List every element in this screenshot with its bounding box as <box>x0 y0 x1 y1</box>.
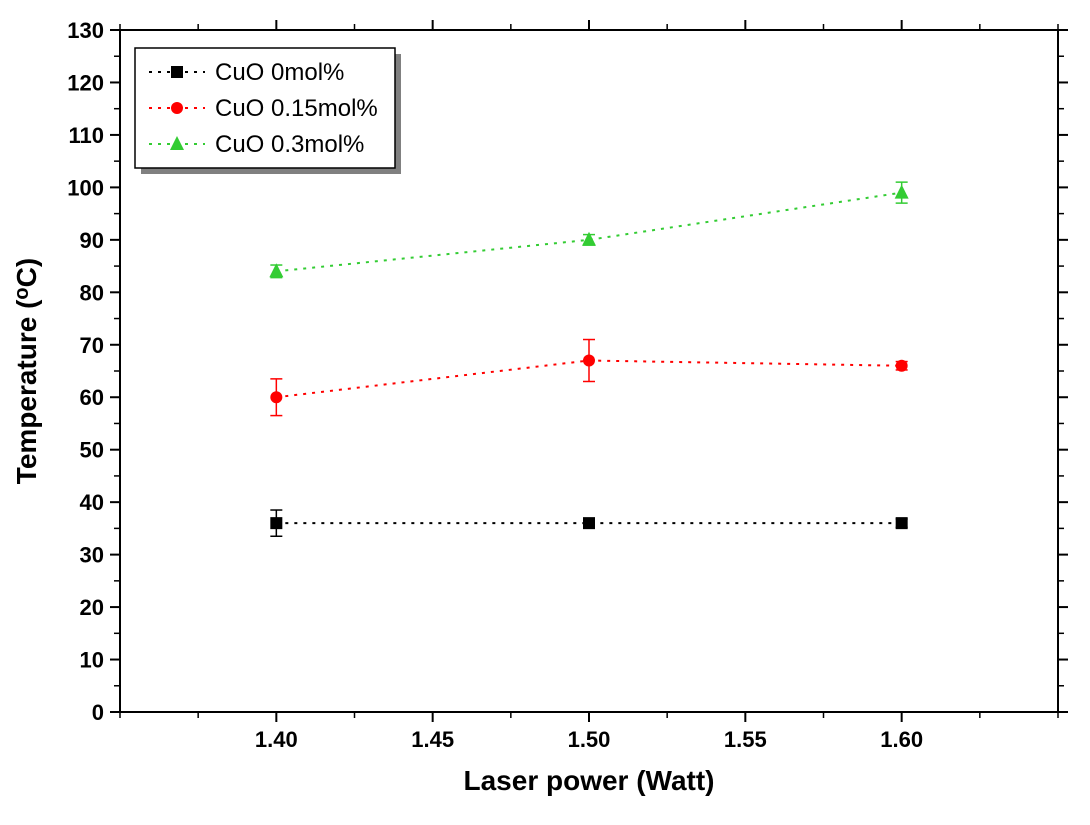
legend-label: CuO 0.15mol% <box>215 95 378 122</box>
y-tick-label: 100 <box>67 175 104 200</box>
y-tick-label: 120 <box>67 70 104 95</box>
x-tick-label: 1.50 <box>568 727 611 752</box>
y-tick-label: 130 <box>67 18 104 43</box>
y-tick-label: 80 <box>80 280 104 305</box>
y-tick-label: 40 <box>80 490 104 515</box>
x-tick-label: 1.40 <box>255 727 298 752</box>
marker-square <box>270 517 282 529</box>
series-CuO-0.15mol% <box>270 340 907 416</box>
y-tick-label: 70 <box>80 333 104 358</box>
legend-label: CuO 0mol% <box>215 59 344 86</box>
y-tick-label: 20 <box>80 595 104 620</box>
marker-circle <box>896 360 908 372</box>
y-axis-title: Temperature (oC) <box>11 258 42 484</box>
x-tick-label: 1.60 <box>880 727 923 752</box>
marker-triangle <box>895 185 909 199</box>
y-tick-label: 10 <box>80 648 104 673</box>
marker-circle <box>270 391 282 403</box>
chart-svg: 1.40 1.45 1.50 1.55 1.60 0 10 20 30 40 50 60 70 80 90 1… <box>0 0 1090 825</box>
x-axis-title: Laser power (Watt) <box>464 765 715 796</box>
x-tick-label: 1.55 <box>724 727 767 752</box>
y-tick-label: 30 <box>80 543 104 568</box>
series-CuO-0mol% <box>270 510 907 536</box>
x-tick-label: 1.45 <box>411 727 454 752</box>
y-tick-label: 60 <box>80 385 104 410</box>
marker-square <box>171 66 183 78</box>
series-CuO-0.3mol% <box>269 182 908 277</box>
legend-label: CuO 0.3mol% <box>215 131 364 158</box>
marker-square <box>896 517 908 529</box>
y-tick-label: 50 <box>80 438 104 463</box>
y-tick-label: 90 <box>80 228 104 253</box>
chart-container: 1.40 1.45 1.50 1.55 1.60 0 10 20 30 40 50 60 70 80 90 1… <box>0 0 1090 825</box>
y-tick-label: 110 <box>69 123 105 148</box>
y-tick-label: 0 <box>92 700 104 725</box>
marker-circle <box>171 102 183 114</box>
marker-square <box>583 517 595 529</box>
marker-circle <box>583 355 595 367</box>
